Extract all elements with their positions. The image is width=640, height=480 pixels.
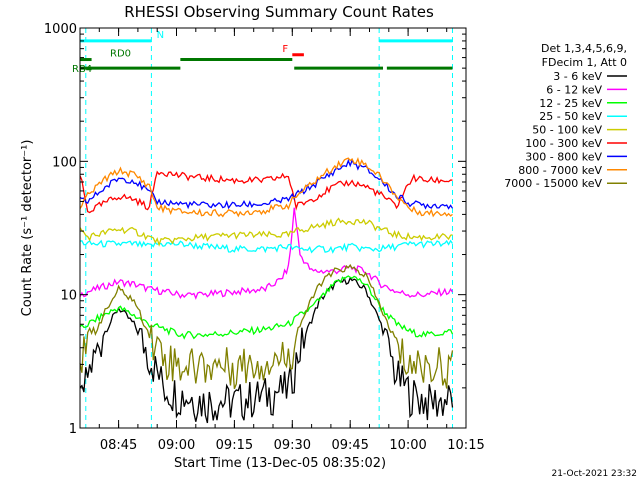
x-tick-label: 09:30 [274, 438, 311, 453]
legend-label-800-7000-kev: 800 - 7000 keV [518, 164, 602, 177]
series-line-100-300-kev [79, 170, 453, 214]
legend-label-100-300-kev: 100 - 300 keV [525, 137, 602, 150]
flag-label-rb4: RB4 [72, 64, 92, 75]
series-line-6-12-kev [79, 207, 454, 300]
chart-title: RHESSI Observing Summary Count Rates [124, 3, 434, 21]
legend-label-50-100-kev: 50 - 100 keV [532, 124, 602, 137]
y-tick-label: 1 [69, 422, 77, 437]
series-line-7000-15000-kev [79, 263, 454, 390]
legend: Det 1,3,4,5,6,9,FDecim 1, Att 03 - 6 keV… [504, 42, 627, 190]
x-tick-label: 09:15 [216, 438, 253, 453]
x-tick-label: 08:45 [100, 438, 137, 453]
series-group [79, 157, 454, 424]
flag-label-n: N [157, 30, 164, 41]
series-line-25-50-kev [79, 239, 454, 254]
y-tick-label: 1000 [44, 22, 77, 37]
x-tick-label: 10:00 [389, 438, 426, 453]
series-line-3-6-kev [79, 276, 454, 424]
legend-label-3-6-kev: 3 - 6 keV [553, 70, 602, 83]
y-tick-label: 100 [52, 155, 77, 170]
legend-label-6-12-kev: 6 - 12 keV [546, 83, 602, 96]
x-tick-label: 09:45 [331, 438, 368, 453]
axes-group: 1 10 100 1000 08:45 09:00 09:15 09:30 09:45 10:00… [44, 22, 485, 453]
y-axis-label: Count Rate (s⁻¹ detector⁻¹) [20, 140, 35, 317]
legend-label-25-50-kev: 25 - 50 keV [539, 110, 602, 123]
legend-header: FDecim 1, Att 0 [542, 56, 627, 69]
legend-label-300-800-kev: 300 - 800 keV [525, 150, 602, 163]
legend-label-7000-15000-kev: 7000 - 15000 keV [504, 177, 602, 190]
flag-label-f: F [282, 44, 288, 55]
series-line-50-100-kev [79, 217, 453, 247]
legend-header: Det 1,3,4,5,6,9, [541, 42, 627, 55]
x-axis-label: Start Time (13-Dec-05 08:35:02) [174, 456, 386, 471]
timestamp: 21-Oct-2021 23:32 [552, 469, 637, 479]
series-line-300-800-kev [79, 158, 454, 210]
flags-group: N F RD0 RB4 [72, 30, 453, 75]
x-tick-label: 09:00 [158, 438, 195, 453]
flag-label-rd0: RD0 [110, 49, 131, 60]
x-tick-label: 10:15 [447, 438, 484, 453]
series-line-800-7000-kev [79, 157, 453, 218]
legend-label-12-25-kev: 12 - 25 keV [539, 97, 602, 110]
y-tick-label: 10 [60, 289, 77, 304]
